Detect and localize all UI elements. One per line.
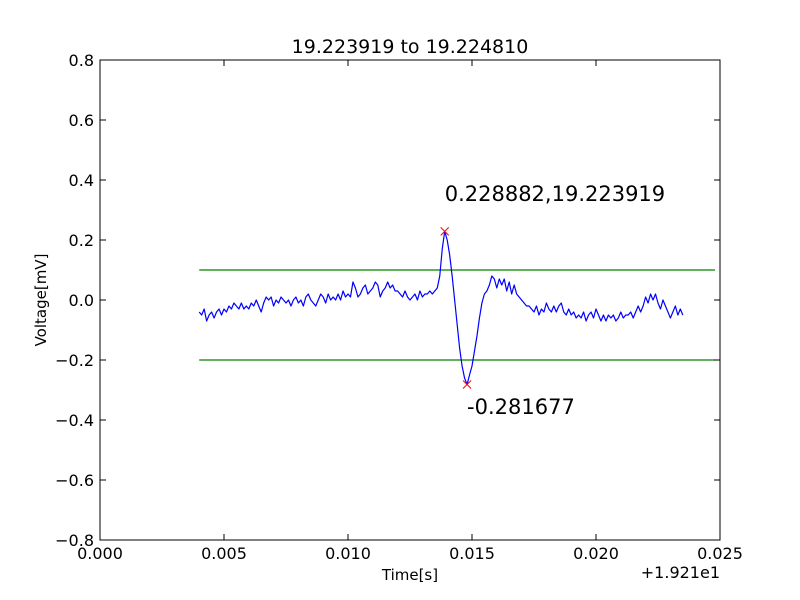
x-axis-offset-label: +1.921e1 (641, 563, 720, 582)
max-peak-marker (440, 226, 450, 236)
y-tick-label: −0.4 (55, 411, 94, 430)
max-peak-annotation: 0.228882,19.223919 (445, 182, 665, 206)
y-tick-label: 0.8 (69, 51, 94, 70)
x-axis-label: Time[s] (381, 566, 438, 584)
min-peak-annotation: -0.281677 (467, 395, 575, 419)
plot-area: 0.228882,19.223919 -0.281677 (198, 182, 716, 419)
y-tick-label: 0.2 (69, 231, 94, 250)
x-tick-label: 0.005 (201, 544, 247, 563)
x-tick-label: 0.025 (697, 544, 743, 563)
y-tick-label: −0.2 (55, 351, 94, 370)
y-tick-label: −0.8 (55, 531, 94, 550)
y-axis-label: Voltage[mV] (32, 254, 50, 347)
signal-line-series-1 (198, 230, 684, 386)
y-tick-label: 0.6 (69, 111, 94, 130)
axis-ticks: 0.000 0.005 0.010 0.015 0.020 0.025 0.8 0.6 0.4 0… (55, 51, 743, 563)
x-tick-label: 0.010 (325, 544, 371, 563)
y-tick-label: 0.0 (69, 291, 94, 310)
x-tick-label: 0.020 (573, 544, 619, 563)
y-tick-label: 0.4 (69, 171, 94, 190)
x-tick-label: 0.015 (449, 544, 495, 563)
chart-title: 19.223919 to 19.224810 (292, 36, 529, 58)
min-peak-marker (462, 380, 472, 389)
x-tick-label: 0.000 (77, 544, 123, 563)
y-tick-label: −0.6 (55, 471, 94, 490)
